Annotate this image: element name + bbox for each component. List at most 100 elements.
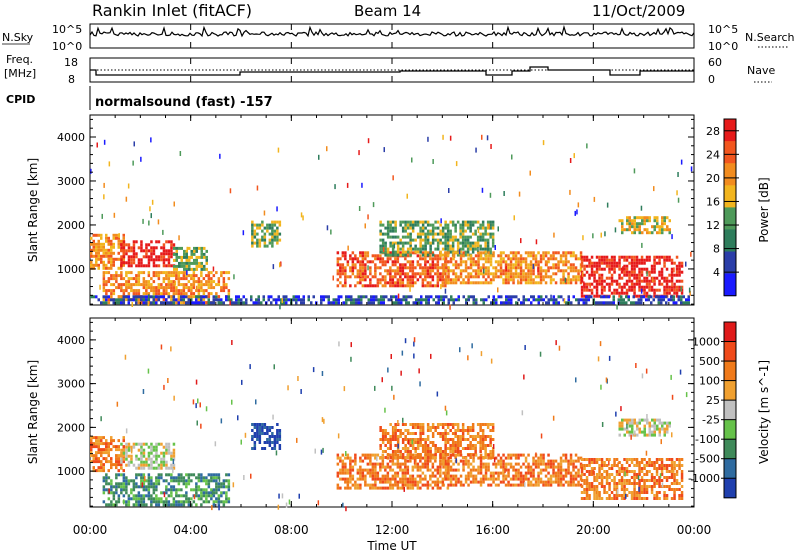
power-cell [461,235,465,239]
velocity-cell [583,479,586,482]
power-cell [185,264,188,268]
velocity-cell [554,480,558,484]
power-cell [507,295,510,299]
velocity-cell [452,474,455,478]
power-cell [92,263,95,267]
power-cell [432,298,435,302]
power-cell [414,220,417,224]
power-cell [431,278,435,282]
velocity-cell [170,466,173,470]
power-cell [640,298,643,302]
velocity-cell [356,483,360,487]
power-cell [499,275,503,279]
velocity-cell [426,486,430,490]
power-cell [646,219,649,223]
power-cell [237,298,240,302]
power-cell [147,298,150,302]
power-cell [663,264,666,268]
power-cell [651,231,654,235]
velocity-cell [107,442,110,446]
power-cell [653,294,656,298]
velocity-cell [452,468,455,472]
velocity-cell [499,465,503,469]
velocity-cell [628,491,631,494]
velocity-cell [620,488,624,491]
power-cell [534,260,538,264]
power-cell [356,260,360,264]
velocity-cell [195,503,198,507]
velocity-cell [419,432,422,435]
velocity-cell [482,462,485,466]
power-cell [429,269,432,273]
power-cell [165,274,168,278]
velocity-cell [165,442,168,446]
velocity-cell [527,468,530,472]
velocity-cell [444,453,448,457]
power-cell [225,286,228,290]
velocity-cell [162,451,166,455]
velocity-cell [155,479,158,483]
power-cell [210,271,213,275]
power-cell [105,239,108,243]
velocity-cell [645,473,649,476]
velocity-cell [471,426,475,429]
velocity-cell [469,462,473,466]
velocity-cell [354,462,357,466]
velocity-cell [434,480,437,484]
velocity-cell [446,432,450,435]
power-cell [332,301,335,305]
velocity-cell [107,454,110,458]
velocity-cell [554,465,558,469]
velocity-cell [532,483,535,487]
power-cell [424,266,427,270]
velocity-cell [472,477,475,481]
velocity-cell [117,463,120,467]
velocity-cell [519,471,523,475]
velocity-cell [588,473,591,476]
power-cell [401,229,405,233]
power-cell [650,267,654,271]
velocity-cell [160,457,163,461]
power-cell [220,286,223,290]
power-cell [404,284,407,288]
power-cell [514,266,518,270]
power-cell [580,298,583,302]
velocity-cell [554,474,558,478]
velocity-cell [177,473,181,477]
power-cell [640,279,644,283]
power-cell [549,254,553,258]
velocity-cell [339,486,342,490]
velocity-cell [172,476,176,480]
velocity-cell [95,436,98,440]
velocity-cell [406,459,410,463]
velocity-cell [615,470,619,473]
velocity-cell [122,451,126,455]
velocity-cell [389,465,392,469]
power-cell [102,295,105,299]
power-point [90,168,92,174]
power-cell [439,278,442,282]
power-cell [384,260,387,264]
power-cell [280,301,283,305]
velocity-cell [628,479,631,482]
power-cell [327,295,330,299]
power-cell [631,219,634,223]
power-cell [386,220,390,224]
power-cell [469,241,472,245]
power-cell [470,295,473,299]
power-cell [97,254,100,258]
velocity-cell [441,426,445,429]
velocity-cell [454,435,457,438]
power-cell [367,301,370,305]
velocity-cell [444,450,447,453]
velocity-cell [147,473,151,477]
power-cell [542,269,545,273]
velocity-cell [344,456,347,460]
power-cell [273,238,277,242]
power-cell [441,284,445,288]
power-cell [235,298,238,302]
power-cell [464,281,468,285]
power-cell [633,216,636,220]
power-cell [678,270,681,274]
power-cell [476,241,480,245]
